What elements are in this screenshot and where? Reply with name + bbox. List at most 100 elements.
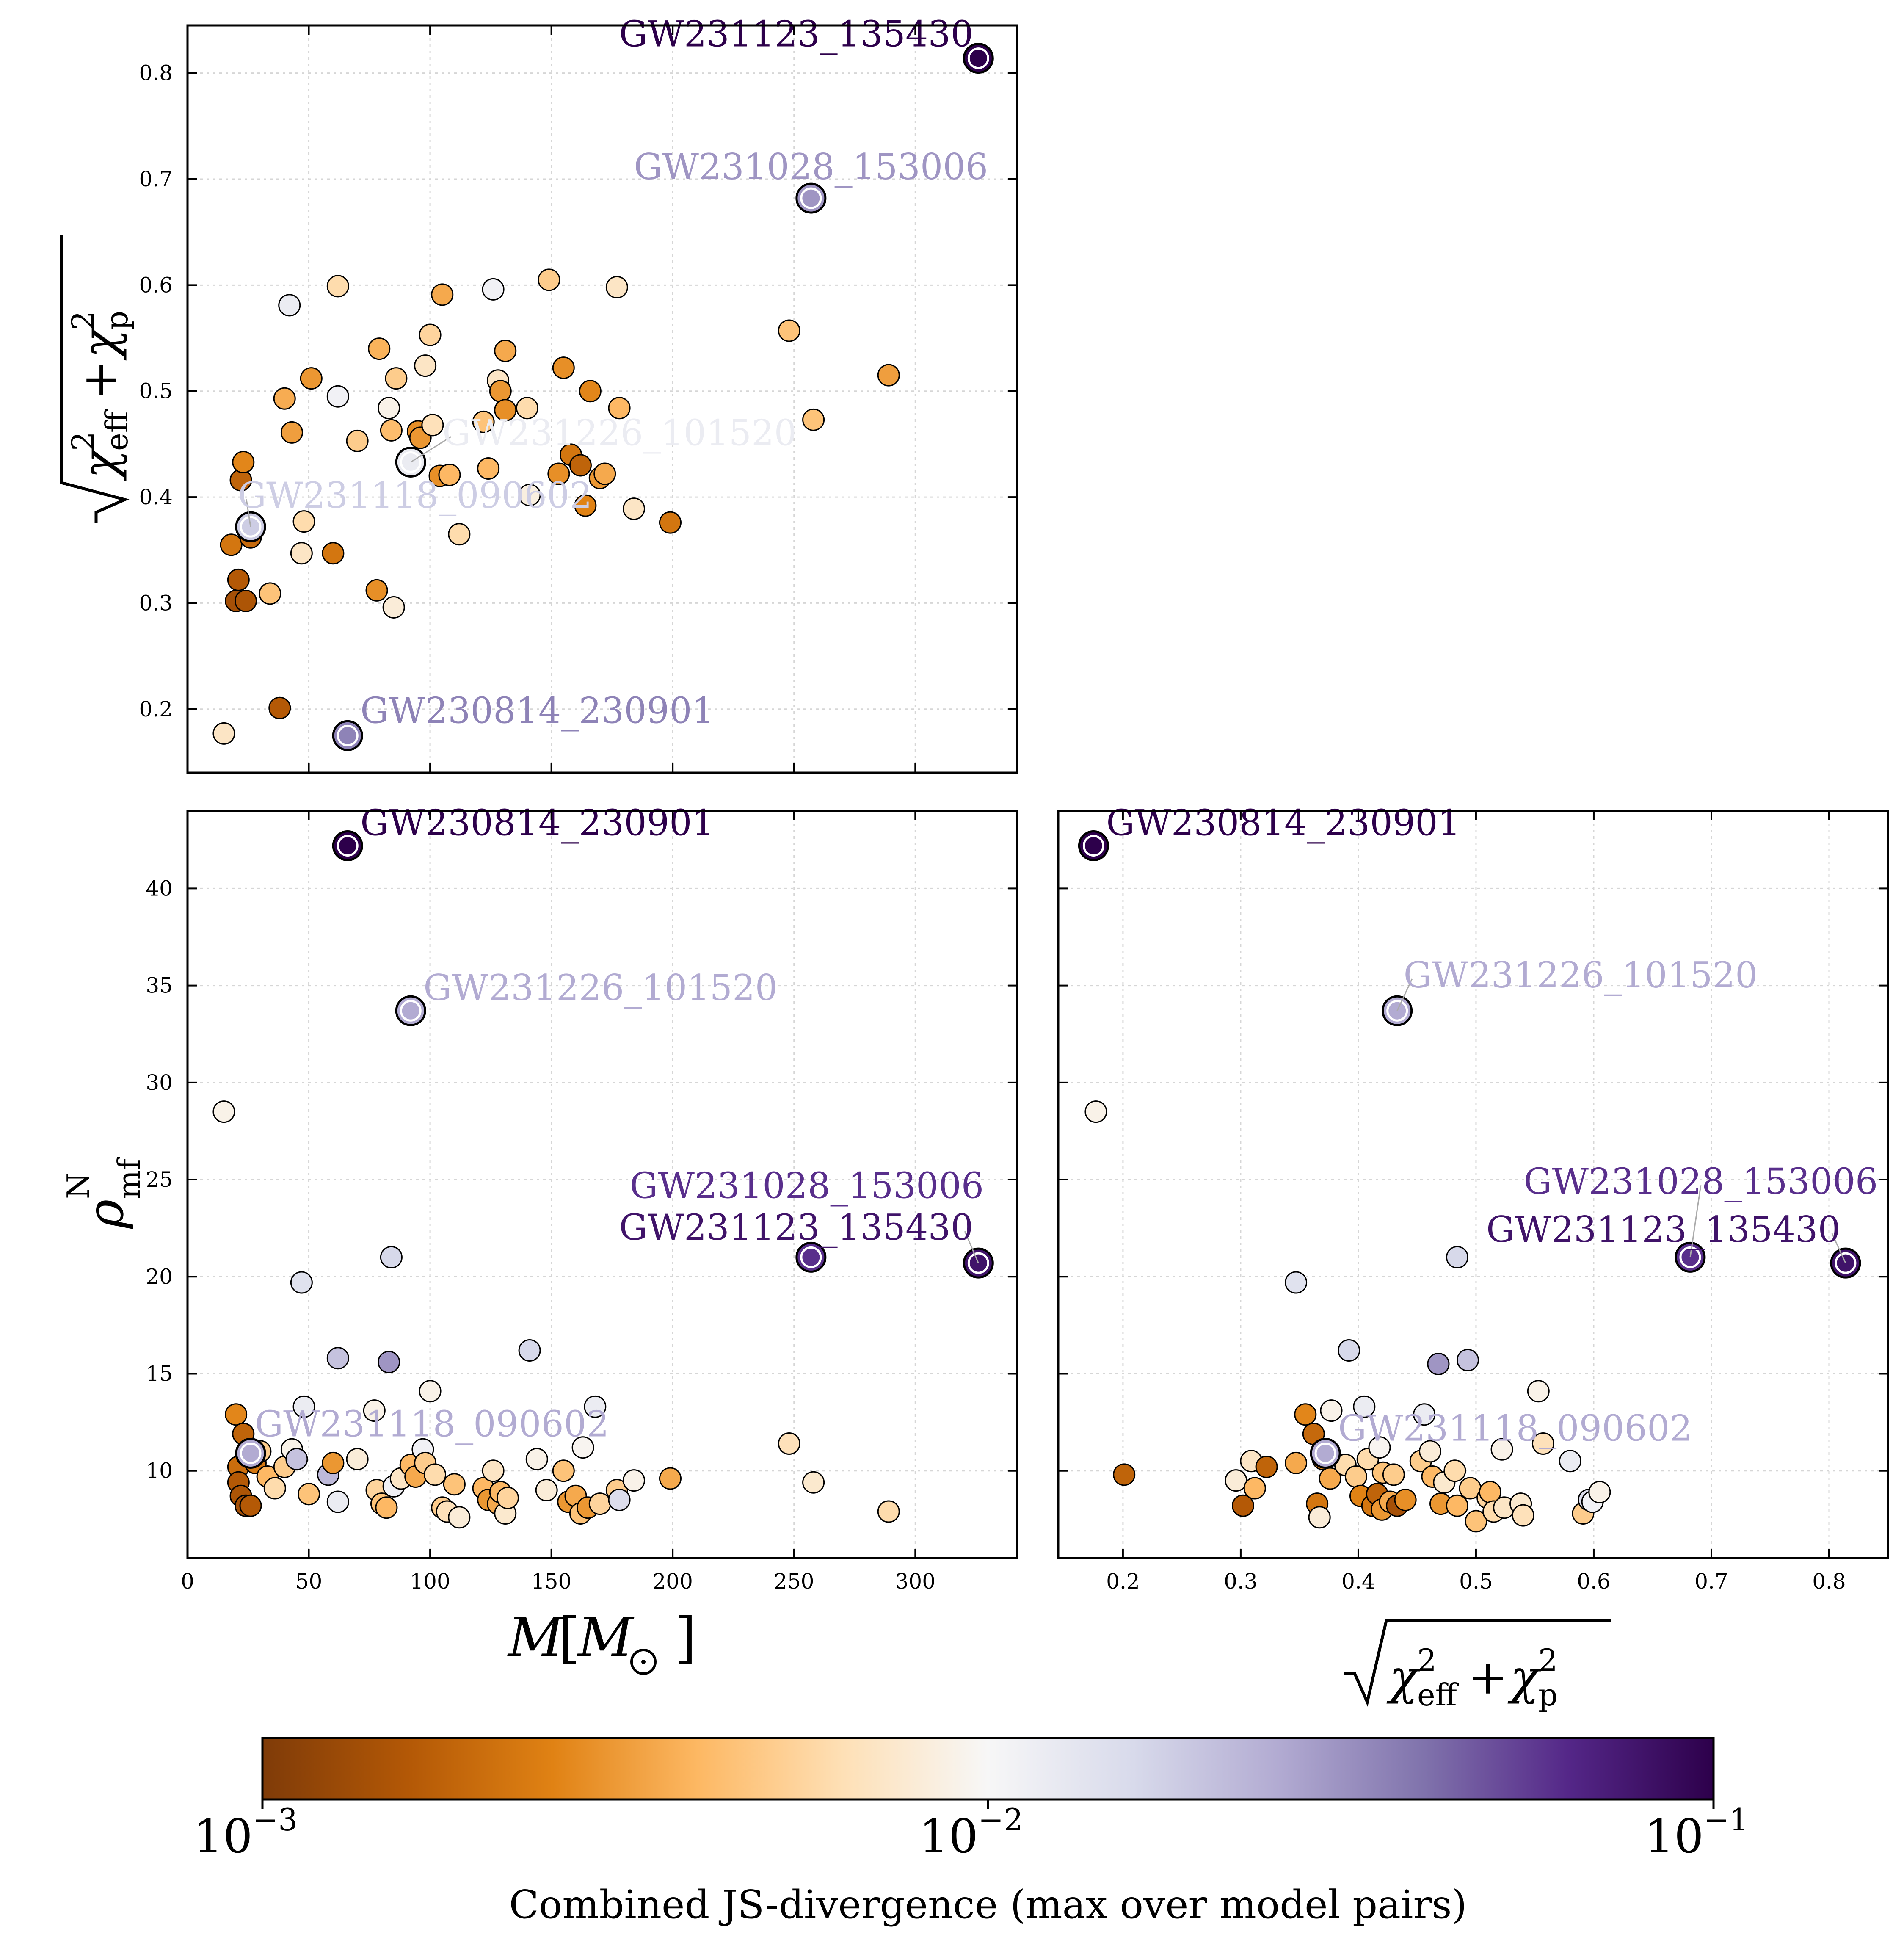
y-tick-label: 0.3: [139, 591, 173, 615]
axes-frame: [186, 810, 1018, 1559]
data-point: [365, 579, 388, 602]
data-point: [225, 1403, 248, 1426]
colorbar-tick-label: 10−1: [1645, 1802, 1749, 1863]
highlighted-point: [337, 835, 359, 857]
data-point: [623, 1469, 646, 1492]
data-point: [212, 1100, 235, 1123]
data-point: [552, 1459, 575, 1482]
colorbar-gradient: [261, 1737, 1715, 1801]
data-point: [489, 380, 512, 403]
svg-text:mf: mf: [111, 1157, 147, 1199]
data-point: [593, 462, 616, 485]
highlighted-point: [800, 187, 822, 209]
data-point: [385, 367, 408, 390]
data-point: [538, 268, 560, 291]
data-point: [380, 419, 403, 442]
data-point: [378, 1351, 400, 1373]
svg-text:2: 2: [1538, 1642, 1558, 1678]
x-tick-label: 150: [531, 1569, 571, 1594]
event-annotation: GW231123_135430: [619, 1207, 974, 1248]
data-point: [268, 696, 291, 719]
data-point: [659, 511, 682, 534]
data-point: [1353, 1395, 1376, 1418]
highlighted-point: [1082, 835, 1104, 857]
data-point: [1512, 1504, 1534, 1527]
y-tick-label: 10: [146, 1459, 173, 1483]
grid-lines: [1058, 811, 1888, 1558]
svg-text:2: 2: [1417, 1642, 1437, 1678]
data-point: [259, 582, 281, 605]
highlighted-point: [240, 1442, 262, 1464]
y-tick-label: 20: [146, 1264, 173, 1289]
data-point: [1427, 1353, 1450, 1376]
data-point: [1419, 1440, 1442, 1463]
data-point: [1285, 1451, 1308, 1474]
axis-ticks: 0.2 0.3 0.4 0.5 0.6 0.7 0.8: [139, 25, 1017, 773]
highlighted-events: GW231123_135430 GW231028_153006 GW231226_1…: [235, 14, 994, 751]
panel-top-left: GW231123_135430 GW231028_153006 GW231226_1…: [139, 14, 1018, 774]
annotation-leader-line: [964, 1231, 979, 1263]
data-point: [1394, 1488, 1417, 1511]
data-point: [1255, 1456, 1278, 1478]
data-point: [278, 294, 301, 317]
svg-text:+: +: [73, 360, 128, 400]
data-point: [1285, 1271, 1308, 1294]
data-point: [494, 340, 517, 362]
data-point: [235, 589, 257, 612]
data-point: [1588, 1481, 1611, 1503]
x-tick-label: 0.4: [1341, 1569, 1375, 1594]
data-point: [326, 275, 349, 298]
event-annotation: GW231118_090602: [238, 475, 592, 516]
data-point: [1413, 1403, 1436, 1426]
data-point: [1225, 1469, 1247, 1492]
y-tick-label: 0.7: [139, 167, 173, 191]
colorbar-ticks: 10−3 10−2 10−1: [193, 1799, 1749, 1863]
event-annotation: GW231226_101520: [423, 967, 778, 1009]
axis-ticks: 0.2 0.3 0.4 0.5 0.6 0.7 0.8: [1058, 811, 1888, 1594]
data-point: [571, 1436, 594, 1459]
data-point: [516, 397, 538, 420]
data-point: [1446, 1494, 1468, 1517]
data-point: [518, 484, 541, 506]
y-axis-label-bottom: ρ N mf: [61, 1157, 147, 1230]
data-point: [300, 367, 323, 390]
colorbar-tick-label: 10−2: [919, 1802, 1023, 1863]
axes-frame: [1057, 810, 1889, 1559]
svg-text:2: 2: [65, 311, 101, 330]
event-annotation: GW230814_230901: [360, 690, 715, 731]
data-point: [292, 1395, 315, 1418]
data-point: [1527, 1380, 1550, 1403]
data-point: [443, 1473, 466, 1496]
scatter-points: [1084, 1100, 1611, 1533]
svg-text:+: +: [1468, 1650, 1508, 1705]
svg-text:χ: χ: [73, 447, 128, 481]
x-tick-label: 0: [181, 1569, 194, 1594]
svg-text:ρ: ρ: [76, 1199, 135, 1230]
data-point: [280, 421, 303, 444]
x-tick-label: 100: [410, 1569, 450, 1594]
x-tick-label: 50: [295, 1569, 323, 1594]
event-annotation: GW231118_090602: [255, 1403, 609, 1445]
x-tick-label: 0.7: [1694, 1569, 1728, 1594]
colorbar: 10−3 10−2 10−1 Combined JS-divergence (max…: [193, 1737, 1749, 1927]
y-axis-label-top-left: χ 2 eff + χ 2 p: [60, 235, 135, 523]
svg-text:M: M: [577, 1606, 635, 1669]
y-tick-label: 30: [146, 1070, 173, 1095]
svg-text:[: [: [559, 1606, 580, 1669]
data-point: [378, 397, 400, 420]
data-point: [877, 364, 900, 387]
data-point: [292, 510, 315, 533]
y-tick-label: 25: [146, 1167, 173, 1192]
data-point: [380, 1246, 403, 1268]
event-annotation: GW230814_230901: [360, 802, 715, 844]
svg-text:χ: χ: [1507, 1650, 1542, 1705]
data-point: [1465, 1510, 1487, 1533]
x-tick-label: 300: [895, 1569, 935, 1594]
y-tick-label: 40: [146, 876, 173, 901]
data-point: [605, 276, 628, 298]
highlighted-events: GW230814_230901 GW231226_101520 GW231028_1…: [235, 802, 994, 1469]
y-tick-label: 0.8: [139, 61, 173, 86]
data-point: [1368, 1436, 1391, 1459]
highlighted-point: [800, 1246, 822, 1268]
data-point: [496, 1487, 519, 1509]
